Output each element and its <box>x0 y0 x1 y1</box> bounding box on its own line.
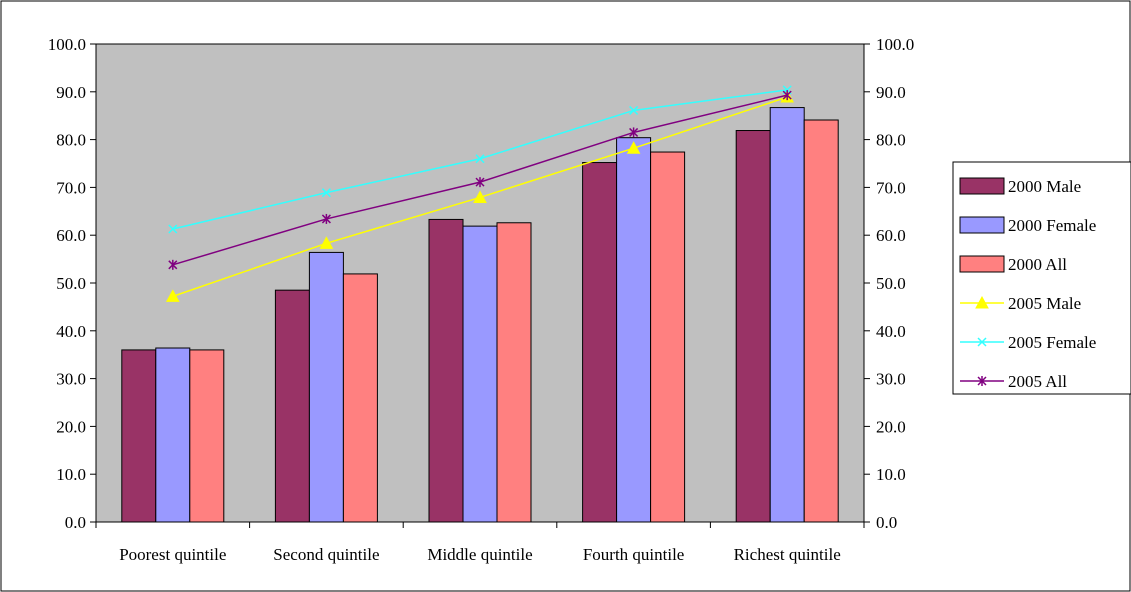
point-2005-all-1 <box>168 259 178 270</box>
bar-2000-female-1 <box>155 347 191 523</box>
bar-2000-male-4 <box>582 162 618 523</box>
y2-tick-label: 100.0 <box>876 35 914 54</box>
y2-tick-label: 40.0 <box>876 322 906 341</box>
bar-2000-all-2 <box>342 273 378 523</box>
bar-2000-female-5 <box>769 107 805 523</box>
bar-2000-male-3 <box>428 218 464 523</box>
x-tick-label: Richest quintile <box>734 545 841 564</box>
y2-tick-label: 60.0 <box>876 226 906 245</box>
point-2005-all-4 <box>629 127 639 138</box>
point-2005-female-1 <box>168 224 178 234</box>
y2-tick-label: 0.0 <box>876 513 897 532</box>
legend-marker-2005-male <box>975 295 989 309</box>
y-tick-label: 100.0 <box>48 35 86 54</box>
point-2005-all-5 <box>782 90 792 101</box>
point-2005-male-4 <box>626 141 641 154</box>
y-tick-label: 0.0 <box>65 513 86 532</box>
y2-tick-label: 80.0 <box>876 131 906 150</box>
x-tick-label: Middle quintile <box>427 545 532 564</box>
y-tick-label: 70.0 <box>56 178 86 197</box>
x-tick-label: Second quintile <box>273 545 379 564</box>
point-2005-female-3 <box>475 154 485 164</box>
bar-2000-male-2 <box>274 289 310 523</box>
y-tick-label: 30.0 <box>56 370 86 389</box>
y2-tick-label: 90.0 <box>876 83 906 102</box>
legend-label-2005-female: 2005 Female <box>1008 333 1096 352</box>
y2-tick-label: 30.0 <box>876 370 906 389</box>
legend-label-2005-male: 2005 Male <box>1008 294 1081 313</box>
x-tick-label: Fourth quintile <box>583 545 685 564</box>
point-2005-all-2 <box>321 213 331 224</box>
point-2005-female-2 <box>321 188 331 198</box>
y2-tick-label: 10.0 <box>876 465 906 484</box>
point-2005-male-2 <box>319 236 334 249</box>
y2-tick-label: 50.0 <box>876 274 906 293</box>
y2-tick-label: 70.0 <box>876 178 906 197</box>
y-tick-label: 80.0 <box>56 131 86 150</box>
bar-2000-female-4 <box>616 137 652 523</box>
legend-label-2000-all: 2000 All <box>1008 255 1067 274</box>
legend-box <box>952 161 1131 395</box>
y2-tick-label: 20.0 <box>876 417 906 436</box>
bar-2000-female-3 <box>462 225 498 523</box>
legend-label-2005-all: 2005 All <box>1008 372 1067 391</box>
bar-2000-male-5 <box>735 130 771 523</box>
lines-group <box>165 85 795 302</box>
bar-2000-all-4 <box>650 151 686 523</box>
bar-2000-all-1 <box>189 349 225 523</box>
legend-swatch-2000-female <box>959 216 1005 234</box>
legend: 2000 Male 2000 Female 2000 All 2005 Male 200… <box>952 161 1131 395</box>
point-2005-female-4 <box>629 105 639 115</box>
bar-2000-all-3 <box>496 222 532 523</box>
bars-group <box>121 107 839 523</box>
point-2005-male-3 <box>473 190 487 203</box>
y-tick-label: 20.0 <box>56 417 86 436</box>
bar-2000-all-5 <box>803 119 839 523</box>
legend-marker-2005-all <box>977 376 987 386</box>
y-tick-label: 40.0 <box>56 322 86 341</box>
point-2005-all-3 <box>475 177 485 188</box>
point-2005-male-1 <box>165 289 180 302</box>
x-tick-label: Poorest quintile <box>119 545 226 564</box>
y-tick-label: 50.0 <box>56 274 86 293</box>
legend-label-2000-female: 2000 Female <box>1008 216 1096 235</box>
y-tick-label: 10.0 <box>56 465 86 484</box>
bar-2000-female-2 <box>308 251 344 523</box>
legend-marker-2005-female <box>977 337 987 347</box>
legend-swatch-2000-all <box>959 255 1005 273</box>
y-tick-label: 90.0 <box>56 83 86 102</box>
bar-2000-male-1 <box>121 349 157 523</box>
y-tick-label: 60.0 <box>56 226 86 245</box>
axes-group: 0.0 10.0 20.0 30.0 40.0 50.0 60.0 70.0 80.0 90.0 1… <box>48 35 915 564</box>
legend-label-2000-male: 2000 Male <box>1008 177 1081 196</box>
legend-swatch-2000-male <box>959 177 1005 195</box>
